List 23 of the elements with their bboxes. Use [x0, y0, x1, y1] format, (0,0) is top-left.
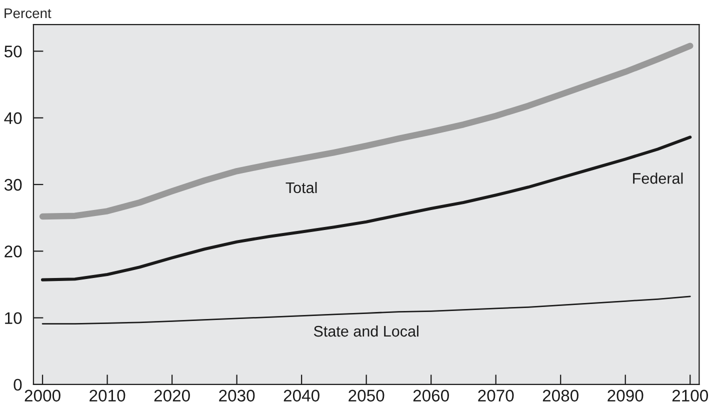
x-tick-label: 2000 [24, 390, 60, 402]
y-tick-label: 10 [5, 312, 22, 324]
x-tick-label: 2050 [348, 390, 384, 402]
y-tick-label: 20 [4, 246, 22, 258]
y-tick-label: 30 [4, 178, 22, 191]
series-label: Total [286, 182, 317, 194]
x-tick-label: 2040 [284, 390, 320, 402]
line-series [41, 136, 692, 282]
x-tick-label: 2070 [478, 390, 514, 402]
series-label: Federal [633, 172, 683, 184]
y-tick-label: 50 [4, 46, 22, 58]
x-tick-label: 2100 [672, 390, 708, 402]
y-tick-label: 40 [4, 112, 22, 124]
line-series [42, 296, 691, 324]
x-tick-label: 2010 [90, 390, 126, 402]
series-label: State and Local [314, 325, 418, 337]
y-axis-title: Percent [4, 8, 52, 18]
x-tick-label: 2020 [154, 390, 190, 402]
x-tick-label: 2030 [219, 390, 255, 402]
x-tick-label: 2080 [542, 390, 578, 402]
x-tick-label: 2060 [413, 390, 449, 402]
x-tick-label: 2090 [608, 390, 644, 402]
y-tick-label: 0 [14, 378, 22, 391]
